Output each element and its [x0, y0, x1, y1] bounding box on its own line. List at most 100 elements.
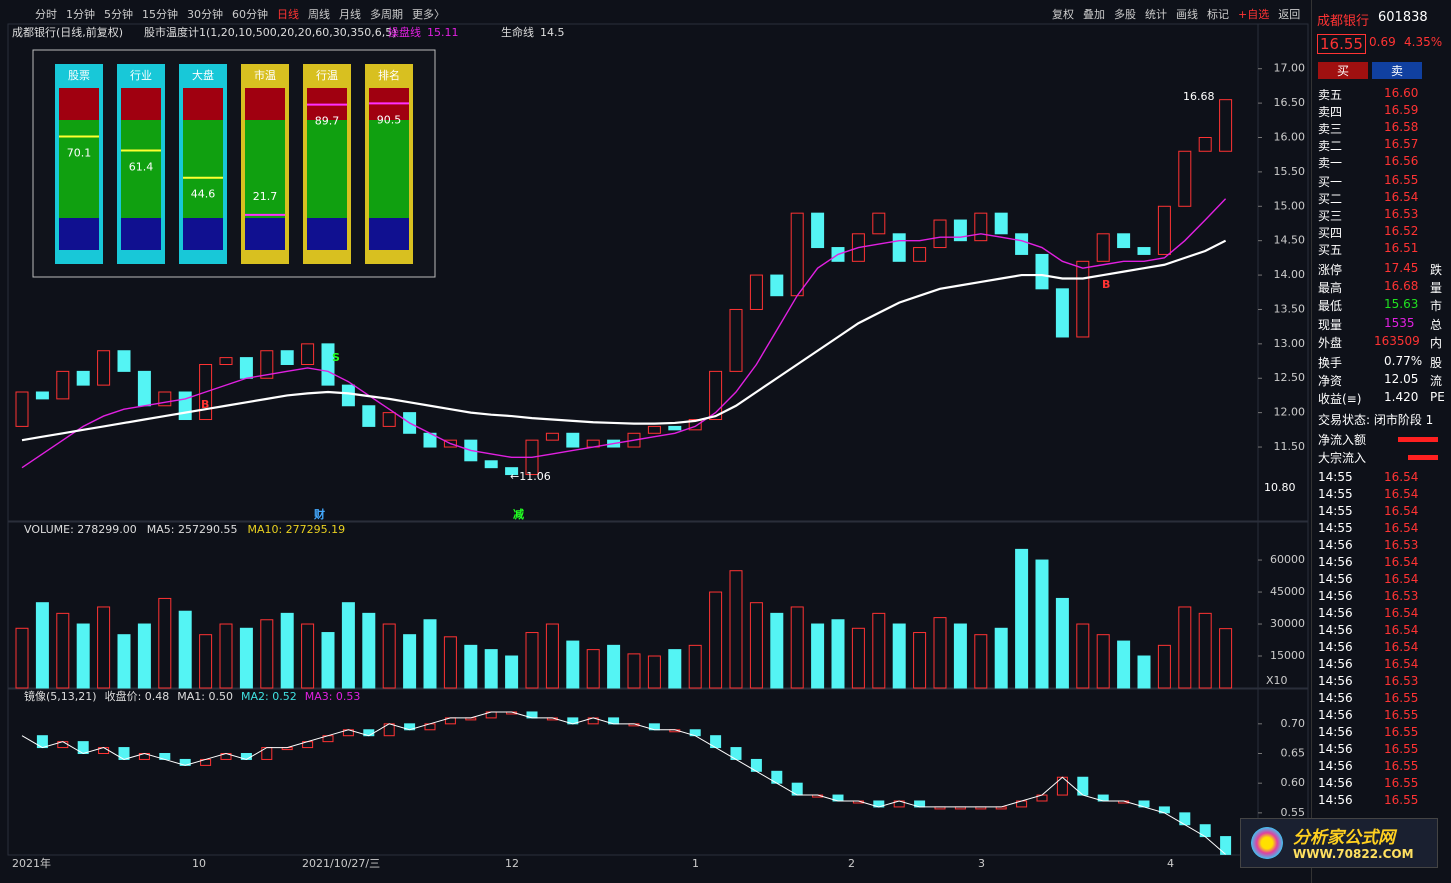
volume-bar: [1157, 644, 1171, 689]
tool-button[interactable]: 标记: [1207, 8, 1229, 21]
volume-bar: [892, 623, 906, 689]
stat-value: 16.68: [1384, 279, 1419, 294]
volume-bar: [117, 634, 131, 689]
candle: [382, 412, 396, 427]
volume-bar: [1015, 548, 1029, 689]
ma-line: [21, 239, 1227, 442]
mirror-legend: MA1: 0.50: [177, 690, 233, 703]
tick-price: 16.53: [1384, 538, 1419, 552]
volume-bar: [811, 623, 825, 689]
book-price: 16.60: [1384, 86, 1419, 100]
tick-time: 14:56: [1318, 708, 1353, 722]
candle: [505, 467, 519, 476]
tool-button[interactable]: 统计: [1145, 8, 1167, 21]
period-tab[interactable]: 日线: [277, 8, 299, 21]
tick-price: 16.54: [1384, 623, 1419, 637]
candle: [566, 432, 580, 448]
trade-status: 交易状态: 闭市阶段 1: [1318, 413, 1434, 427]
y-tick-label: 45000: [1270, 585, 1305, 598]
sell-button[interactable]: 卖: [1372, 62, 1422, 79]
volume-bar: [443, 636, 457, 689]
flow-label: 净流入额: [1318, 433, 1367, 447]
volume-bar: [872, 612, 886, 689]
thermo-blue: [121, 218, 161, 250]
volume-bar: [1117, 640, 1131, 689]
book-side: 买四: [1318, 226, 1343, 240]
tick-price: 16.55: [1384, 725, 1419, 739]
y-tick-label: 0.55: [1281, 806, 1306, 819]
tool-button[interactable]: 叠加: [1083, 8, 1105, 21]
period-tab[interactable]: 15分钟: [142, 8, 178, 21]
logo-title: 分析家公式网: [1293, 828, 1395, 848]
stat-value: 1535: [1384, 315, 1415, 330]
volume-bar: [647, 655, 661, 689]
thermo-green: [59, 120, 99, 218]
book-price: 16.58: [1384, 120, 1419, 134]
annotation: S: [332, 351, 340, 364]
date-label: 2021/10/27/三: [302, 857, 380, 870]
panel-frame: [7, 23, 1309, 522]
book-price: 16.54: [1384, 190, 1419, 204]
period-tab[interactable]: 5分钟: [104, 8, 133, 21]
legend-name: 操盘线: [388, 25, 421, 39]
period-tab[interactable]: 30分钟: [187, 8, 223, 21]
volume-bar: [913, 632, 927, 689]
tick-price: 16.54: [1384, 470, 1419, 484]
period-tab[interactable]: 周线: [308, 8, 330, 21]
y-tick-label: 0.65: [1281, 747, 1306, 760]
tool-button[interactable]: 画线: [1176, 8, 1198, 21]
volume-legend: VOLUME: 278299.00: [24, 523, 137, 536]
annotation: 10.80: [1264, 481, 1296, 494]
volume-bar: [851, 627, 865, 689]
candle: [974, 212, 988, 242]
candle: [647, 425, 661, 434]
period-tab[interactable]: 1分钟: [66, 8, 95, 21]
thermo-blue: [183, 218, 223, 250]
period-tab[interactable]: 多周期: [370, 8, 403, 21]
volume-bar: [341, 602, 355, 689]
annotation: 财: [313, 507, 325, 521]
volume-bar: [831, 619, 845, 689]
buy-button[interactable]: 买: [1318, 62, 1368, 79]
flow-bar: [1408, 455, 1438, 460]
volume-bar: [403, 634, 417, 689]
stat-label: 流: [1430, 374, 1443, 389]
candle: [709, 370, 723, 421]
candle: [1055, 288, 1069, 338]
tool-button[interactable]: +自选: [1238, 8, 1270, 21]
volume-bar: [994, 627, 1008, 689]
tool-button[interactable]: 返回: [1278, 8, 1301, 21]
tick-price: 16.54: [1384, 504, 1419, 518]
volume-bar: [1096, 634, 1110, 689]
tool-button[interactable]: 多股: [1114, 8, 1136, 21]
date-label: 1: [692, 857, 699, 870]
annotation: B: [1102, 278, 1110, 291]
tool-button[interactable]: 复权: [1052, 8, 1074, 21]
candle: [239, 357, 253, 379]
volume-bar: [199, 634, 213, 689]
stat-value: 15.63: [1384, 297, 1419, 312]
volume-bar: [566, 640, 580, 689]
thermo-blue: [59, 218, 99, 250]
period-tab[interactable]: 分时: [35, 8, 57, 21]
candle: [15, 391, 29, 427]
tick-price: 16.54: [1384, 572, 1419, 586]
tick-price: 16.54: [1384, 487, 1419, 501]
volume-bar: [770, 612, 784, 689]
candle: [1096, 233, 1110, 262]
volume-bar: [1055, 597, 1069, 689]
period-tab[interactable]: 月线: [339, 8, 361, 21]
period-tab[interactable]: 60分钟: [232, 8, 268, 21]
volume-bar: [158, 597, 172, 689]
period-tab[interactable]: 更多〉: [412, 8, 445, 21]
change: 0.69: [1369, 35, 1396, 49]
tick-price: 16.55: [1384, 691, 1419, 705]
volume-unit: X10: [1266, 674, 1288, 687]
thermo-red: [121, 88, 161, 120]
candle: [892, 233, 906, 262]
volume-bar: [219, 623, 233, 689]
tick-time: 14:55: [1318, 504, 1353, 518]
volume-bar: [76, 623, 90, 689]
stat-label: 净资: [1318, 374, 1343, 389]
